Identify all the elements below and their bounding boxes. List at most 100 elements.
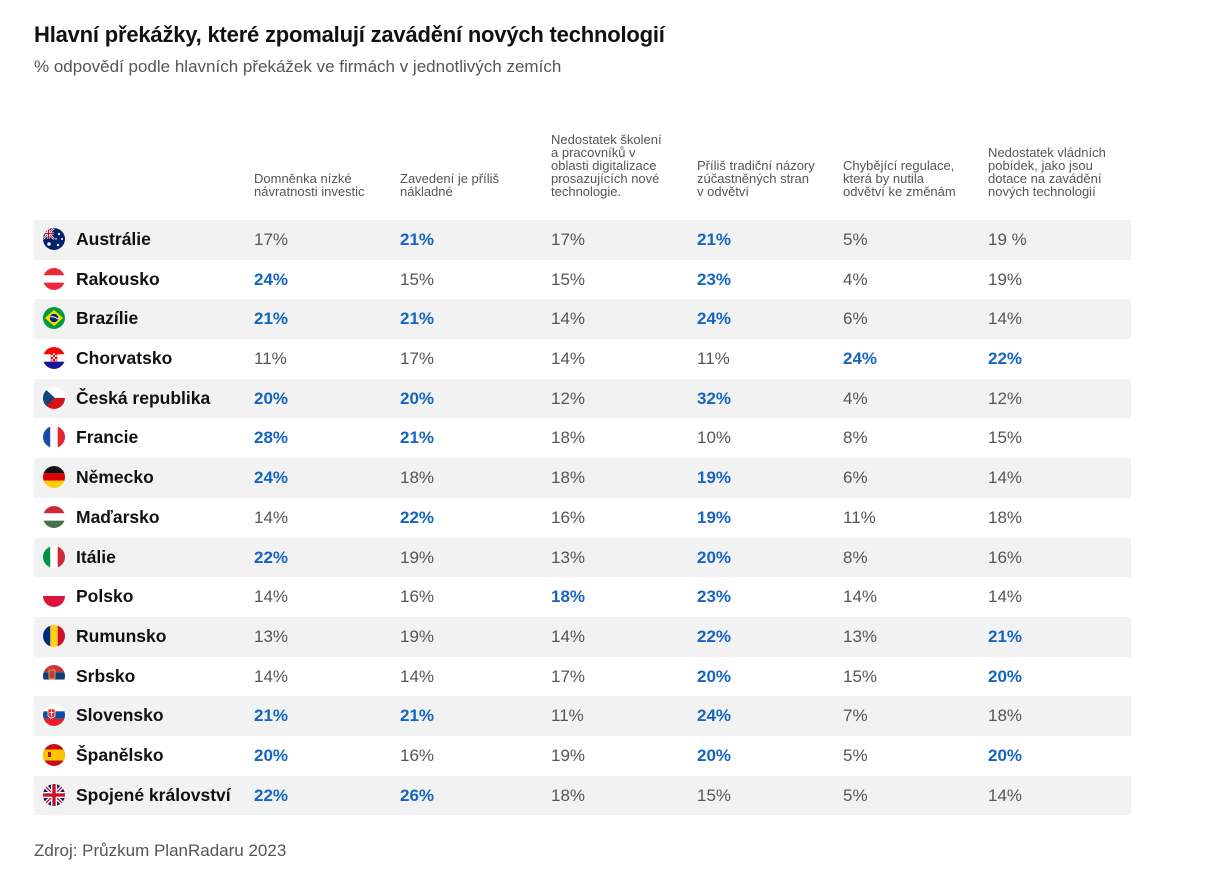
source-note: Zdroj: Průzkum PlanRadaru 2023 bbox=[34, 841, 287, 860]
value-cell: 21% bbox=[254, 309, 289, 329]
table-row: Slovensko 21% 21% 11% 24% 7% 18% bbox=[34, 696, 1131, 736]
value-cell: 21% bbox=[254, 706, 289, 726]
value-cell: 18% bbox=[988, 507, 1023, 527]
column-header-5: Chybějící regulace, která by nutila odvětv… bbox=[843, 158, 956, 199]
value-cell: 15% bbox=[988, 428, 1023, 448]
value-cell: 16% bbox=[400, 745, 435, 765]
flag-hu-icon bbox=[43, 505, 65, 528]
country-label: Austrálie bbox=[76, 229, 151, 249]
chart-title: Hlavní překážky, které zpomalují zaváděn… bbox=[34, 22, 665, 47]
flag-au-icon bbox=[43, 228, 65, 250]
value-cell: 13% bbox=[254, 626, 289, 646]
country-label: Chorvatsko bbox=[76, 348, 173, 369]
value-cell: 16% bbox=[988, 547, 1023, 567]
flag-es-icon bbox=[43, 743, 65, 766]
value-cell: 15% bbox=[551, 269, 586, 289]
value-cell: 16% bbox=[551, 507, 586, 527]
value-cell: 4% bbox=[843, 388, 868, 408]
table-row: Chorvatsko 11% 17% 14% 11% 24% 22% bbox=[34, 339, 1131, 379]
value-cell: 18% bbox=[400, 468, 435, 488]
value-cell: 7% bbox=[843, 706, 868, 726]
value-cell: 19% bbox=[551, 745, 586, 765]
value-cell: 12% bbox=[988, 388, 1023, 408]
value-cell: 18% bbox=[551, 785, 586, 805]
value-cell: 18% bbox=[551, 587, 586, 607]
value-cell: 11% bbox=[843, 507, 876, 527]
value-cell: 11% bbox=[551, 706, 584, 726]
value-cell: 18% bbox=[551, 468, 586, 488]
value-cell: 22% bbox=[988, 349, 1023, 369]
value-cell: 15% bbox=[843, 666, 878, 686]
table-row: Polsko 14% 16% 18% 23% 14% 14% bbox=[34, 577, 1131, 617]
table-row: Spojené království 22% 26% 18% 15% 5% 14% bbox=[34, 775, 1131, 816]
table-row: Rakousko 24% 15% 15% 23% 4% 19% bbox=[34, 260, 1131, 300]
value-cell: 8% bbox=[843, 547, 868, 567]
value-cell: 17% bbox=[551, 230, 586, 249]
value-cell: 5% bbox=[843, 785, 868, 805]
table-row: Itálie 22% 19% 13% 20% 8% 16% bbox=[34, 537, 1131, 578]
value-cell: 14% bbox=[843, 587, 878, 607]
country-label: Maďarsko bbox=[76, 506, 160, 527]
value-cell: 18% bbox=[551, 428, 586, 448]
country-label: Francie bbox=[76, 427, 139, 448]
value-cell: 21% bbox=[697, 230, 732, 249]
flag-br-icon bbox=[43, 307, 65, 330]
flag-sk-icon bbox=[43, 704, 65, 727]
flag-fr-icon bbox=[43, 426, 65, 449]
value-cell: 14% bbox=[551, 309, 586, 329]
value-cell: 5% bbox=[843, 230, 868, 249]
value-cell: 20% bbox=[697, 547, 732, 567]
value-cell: 11% bbox=[697, 349, 730, 369]
country-label: Slovensko bbox=[76, 705, 164, 726]
value-cell: 20% bbox=[697, 666, 732, 686]
chart-subtitle: % odpovědí podle hlavních překážek ve fi… bbox=[34, 57, 562, 76]
value-cell: 13% bbox=[843, 626, 878, 646]
flag-it-icon bbox=[43, 545, 65, 568]
value-cell: 22% bbox=[254, 547, 289, 567]
flag-ro-icon bbox=[43, 624, 65, 647]
value-cell: 21% bbox=[400, 706, 435, 726]
value-cell: 24% bbox=[843, 349, 878, 369]
table-row: Austrálie 17% 21% 17% 21% 5% 19 % bbox=[34, 220, 1131, 260]
value-cell: 17% bbox=[400, 349, 435, 369]
value-cell: 4% bbox=[843, 269, 868, 289]
value-cell: 21% bbox=[988, 626, 1023, 646]
flag-at-icon bbox=[43, 267, 65, 290]
column-header-2: Zavedení je příliš nákladné bbox=[400, 171, 499, 199]
value-cell: 14% bbox=[988, 785, 1023, 805]
value-cell: 21% bbox=[400, 428, 435, 448]
value-cell: 14% bbox=[254, 587, 289, 607]
flag-hr-icon bbox=[43, 347, 65, 370]
value-cell: 14% bbox=[988, 587, 1023, 607]
column-header-1: Domněnka nízké návratnosti investic bbox=[254, 171, 365, 199]
value-cell: 19% bbox=[400, 547, 435, 567]
value-cell: 14% bbox=[988, 309, 1023, 329]
value-cell: 24% bbox=[254, 468, 289, 488]
value-cell: 20% bbox=[988, 745, 1023, 765]
country-label: Německo bbox=[76, 467, 154, 488]
value-cell: 14% bbox=[254, 666, 289, 686]
table-row: Srbsko 14% 14% 17% 20% 15% 20% bbox=[34, 657, 1131, 697]
country-label: Rumunsko bbox=[76, 625, 167, 646]
value-cell: 19% bbox=[697, 468, 732, 488]
data-table: Domněnka nízké návratnosti investic Zavede… bbox=[34, 118, 1131, 816]
table-row: Francie 28% 21% 18% 10% 8% 15% bbox=[34, 418, 1131, 458]
value-cell: 20% bbox=[254, 388, 289, 408]
value-cell: 16% bbox=[400, 587, 435, 607]
value-cell: 18% bbox=[988, 706, 1023, 726]
value-cell: 28% bbox=[254, 428, 289, 448]
value-cell: 11% bbox=[254, 349, 287, 369]
flag-de-icon bbox=[43, 466, 65, 489]
table-body: Austrálie 17% 21% 17% 21% 5% 19 % Rakousko 24% 15… bbox=[34, 220, 1131, 816]
value-cell: 6% bbox=[843, 468, 868, 488]
value-cell: 14% bbox=[254, 507, 289, 527]
value-cell: 19% bbox=[400, 626, 435, 646]
flag-cz-icon bbox=[43, 386, 65, 409]
country-label: Polsko bbox=[76, 586, 134, 607]
country-label: Srbsko bbox=[76, 665, 136, 686]
value-cell: 32% bbox=[697, 388, 732, 408]
value-cell: 20% bbox=[254, 745, 289, 765]
country-label: Spojené království bbox=[76, 784, 231, 805]
column-header-3: Nedostatek školení a pracovníků v oblasti … bbox=[551, 132, 662, 199]
value-cell: 10% bbox=[697, 428, 732, 448]
